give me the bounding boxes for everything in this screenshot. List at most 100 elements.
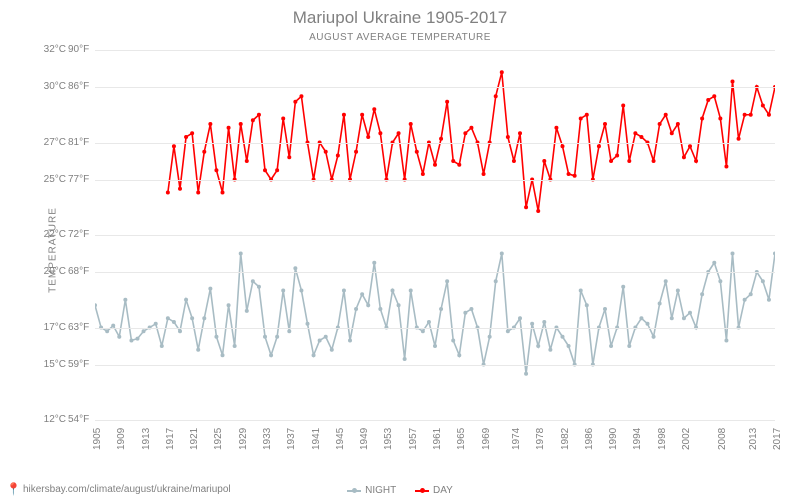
series-day-marker	[579, 116, 583, 120]
series-night-marker	[409, 289, 413, 293]
x-tick-label: 1990	[608, 428, 619, 450]
y-tick-celsius: 12°C	[36, 414, 66, 425]
series-day-marker	[506, 135, 510, 139]
x-tick-label: 1957	[408, 428, 419, 450]
series-day-marker	[724, 165, 728, 169]
series-day-marker	[378, 131, 382, 135]
series-night-marker	[154, 322, 158, 326]
x-tick-label: 1917	[165, 428, 176, 450]
x-tick-label: 1965	[456, 428, 467, 450]
y-tick-fahrenheit: 63°F	[68, 322, 98, 333]
series-night-marker	[743, 298, 747, 302]
series-night-marker	[542, 320, 546, 324]
series-day-marker	[172, 144, 176, 148]
series-night-marker	[123, 298, 127, 302]
series-day-marker	[342, 113, 346, 117]
series-day-marker	[469, 126, 473, 130]
series-night-marker	[360, 292, 364, 296]
series-night-marker	[342, 289, 346, 293]
series-night-marker	[712, 261, 716, 265]
x-tick-label: 1929	[238, 428, 249, 450]
series-night-marker	[306, 322, 310, 326]
series-day-marker	[615, 153, 619, 157]
series-day-marker	[360, 113, 364, 117]
series-day-marker	[214, 168, 218, 172]
series-day-marker	[208, 122, 212, 126]
x-tick-label: 1925	[213, 428, 224, 450]
x-tick-label: 1909	[116, 428, 127, 450]
legend-item-night: NIGHT	[347, 485, 396, 496]
series-day-marker	[227, 126, 231, 130]
legend-swatch-night	[347, 490, 361, 492]
series-night-marker	[251, 279, 255, 283]
y-tick-fahrenheit: 59°F	[68, 359, 98, 370]
series-night-marker	[129, 338, 133, 342]
series-day-marker	[409, 122, 413, 126]
series-day-marker	[287, 155, 291, 159]
gridline	[95, 87, 775, 88]
series-night-marker	[293, 266, 297, 270]
series-night-marker	[196, 348, 200, 352]
series-night-marker	[160, 344, 164, 348]
series-night-marker	[500, 252, 504, 256]
series-day-marker	[652, 159, 656, 163]
x-tick-label: 1953	[383, 428, 394, 450]
series-day-marker	[658, 122, 662, 126]
series-night-marker	[646, 322, 650, 326]
series-night-marker	[621, 285, 625, 289]
series-night-marker	[488, 335, 492, 339]
y-tick-fahrenheit: 72°F	[68, 229, 98, 240]
series-night-marker	[324, 335, 328, 339]
series-day-marker	[743, 113, 747, 117]
series-night-marker	[567, 344, 571, 348]
x-tick-label: 1994	[632, 428, 643, 450]
series-night-marker	[676, 289, 680, 293]
x-tick-label: 1921	[189, 428, 200, 450]
series-day-marker	[767, 113, 771, 117]
y-tick-celsius: 22°C	[36, 229, 66, 240]
legend-item-day: DAY	[415, 485, 453, 496]
x-tick-label: 1998	[657, 428, 668, 450]
series-night-marker	[688, 311, 692, 315]
x-tick-label: 1945	[335, 428, 346, 450]
series-night-marker	[585, 303, 589, 307]
series-day-marker	[718, 116, 722, 120]
series-day-marker	[494, 94, 498, 98]
attribution-url: hikersbay.com/climate/august/ukraine/mar…	[23, 484, 231, 495]
x-tick-label: 1986	[584, 428, 595, 450]
x-tick-label: 1982	[560, 428, 571, 450]
series-night-marker	[439, 307, 443, 311]
series-day-marker	[682, 155, 686, 159]
series-night-marker	[397, 303, 401, 307]
series-night-marker	[318, 338, 322, 342]
series-day-marker	[281, 116, 285, 120]
series-night-marker	[166, 316, 170, 320]
series-day-marker	[573, 174, 577, 178]
series-night-marker	[208, 287, 212, 291]
series-night-marker	[506, 329, 510, 333]
series-night-marker	[427, 320, 431, 324]
series-day-marker	[536, 209, 540, 213]
gridline	[95, 235, 775, 236]
series-day-marker	[633, 131, 637, 135]
series-day-marker	[567, 172, 571, 176]
y-tick-fahrenheit: 86°F	[68, 81, 98, 92]
series-day-marker	[518, 131, 522, 135]
series-day-marker	[609, 159, 613, 163]
series-day-marker	[676, 122, 680, 126]
y-tick-celsius: 25°C	[36, 174, 66, 185]
series-night-marker	[366, 303, 370, 307]
series-night-marker	[348, 338, 352, 342]
x-tick-label: 1949	[359, 428, 370, 450]
series-day-marker	[299, 94, 303, 98]
series-night-marker	[281, 289, 285, 293]
series-night-marker	[609, 344, 613, 348]
series-day-marker	[512, 159, 516, 163]
series-night-marker	[257, 285, 261, 289]
y-tick-celsius: 17°C	[36, 322, 66, 333]
series-day-marker	[639, 135, 643, 139]
x-tick-label: 2013	[748, 428, 759, 450]
gridline	[95, 180, 775, 181]
y-tick-fahrenheit: 68°F	[68, 266, 98, 277]
series-day-marker	[245, 159, 249, 163]
